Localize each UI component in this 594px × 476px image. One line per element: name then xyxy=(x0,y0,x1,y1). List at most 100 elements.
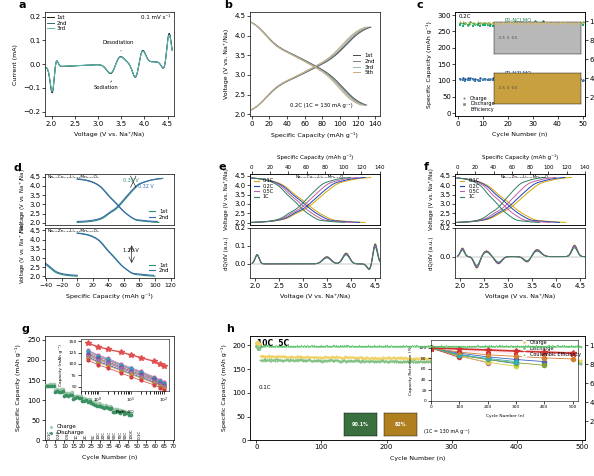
Point xyxy=(525,21,535,29)
Point xyxy=(419,355,428,362)
Point xyxy=(544,357,554,364)
Point xyxy=(291,353,301,360)
Point xyxy=(343,357,353,364)
Charge xyxy=(83,395,93,403)
Point xyxy=(492,342,501,350)
Point xyxy=(533,19,542,26)
Point xyxy=(290,353,299,360)
Point xyxy=(282,342,292,349)
Point xyxy=(576,360,586,367)
Point xyxy=(460,19,470,27)
Point xyxy=(563,342,572,349)
Point xyxy=(456,76,465,83)
Text: Na₀.₆Cu₀.₂₂Li₀.₁₁Mn₀.₆₇O₂: Na₀.₆Cu₀.₂₂Li₀.₁₁Mn₀.₆₇O₂ xyxy=(47,175,99,179)
Charge xyxy=(47,380,56,387)
Point xyxy=(427,354,437,362)
Point xyxy=(552,360,562,368)
Charge xyxy=(42,381,51,388)
Point xyxy=(519,357,529,364)
Point xyxy=(336,353,345,360)
Point xyxy=(273,342,283,350)
Point xyxy=(493,21,503,29)
Charge xyxy=(78,396,87,403)
Point xyxy=(548,359,557,367)
Point xyxy=(411,342,421,349)
Point xyxy=(295,342,304,350)
Point xyxy=(456,355,466,363)
Point xyxy=(397,358,407,366)
Point xyxy=(279,342,288,349)
Point xyxy=(289,356,298,364)
Point xyxy=(387,357,397,364)
2nd xyxy=(115,259,122,265)
Point xyxy=(391,342,400,350)
Point xyxy=(476,342,485,350)
Point xyxy=(269,352,279,360)
Point xyxy=(481,76,490,83)
Point xyxy=(431,354,441,362)
Point xyxy=(554,359,564,367)
Point xyxy=(252,343,262,351)
Point xyxy=(397,354,407,362)
Point xyxy=(460,343,469,350)
Point xyxy=(384,342,393,349)
Point xyxy=(518,76,527,83)
Point xyxy=(530,359,539,367)
Point xyxy=(523,75,532,82)
Point xyxy=(340,342,349,350)
Point xyxy=(532,342,542,349)
Point xyxy=(324,357,334,365)
Point xyxy=(264,342,273,349)
Point xyxy=(517,342,527,350)
Point xyxy=(473,18,482,25)
Point xyxy=(570,358,579,366)
Point xyxy=(381,354,390,362)
Point xyxy=(570,20,580,27)
Point xyxy=(390,357,399,365)
Point xyxy=(537,356,546,363)
Point xyxy=(345,342,355,349)
Discharge xyxy=(134,385,143,393)
Point xyxy=(391,354,400,362)
Point xyxy=(308,357,317,365)
Legend: 1st, 2nd, 3rd, 5th: 1st, 2nd, 3rd, 5th xyxy=(351,50,377,78)
Y-axis label: Voltage (V vs. Na⁺/Na): Voltage (V vs. Na⁺/Na) xyxy=(429,169,434,230)
Point xyxy=(465,356,475,363)
Point xyxy=(393,354,403,361)
Point xyxy=(287,342,297,350)
Point xyxy=(378,354,387,361)
Point xyxy=(511,359,520,367)
Point xyxy=(254,346,264,353)
Point xyxy=(421,342,431,350)
Point xyxy=(267,353,276,361)
Point xyxy=(466,342,476,349)
Point xyxy=(525,356,535,363)
Point xyxy=(504,356,513,363)
Point xyxy=(498,75,507,82)
Legend: 0.1C, 0.2C, 0.5C, 1C: 0.1C, 0.2C, 0.5C, 1C xyxy=(252,176,276,201)
Point xyxy=(492,342,502,350)
Point xyxy=(345,357,355,364)
Point xyxy=(314,357,323,364)
Point xyxy=(279,352,289,360)
Charge xyxy=(71,392,80,400)
X-axis label: Voltage (V vs. Na⁺/Na): Voltage (V vs. Na⁺/Na) xyxy=(485,294,555,299)
Point xyxy=(362,342,371,350)
Point xyxy=(554,342,564,349)
Point xyxy=(287,353,297,360)
Point xyxy=(402,354,411,362)
Point xyxy=(281,353,290,360)
Point xyxy=(571,359,580,367)
2nd xyxy=(169,48,176,53)
Point xyxy=(530,357,539,364)
Point xyxy=(361,357,371,365)
Point xyxy=(576,76,585,83)
Point xyxy=(435,342,445,349)
Point xyxy=(372,342,381,350)
Point xyxy=(525,20,535,27)
Point xyxy=(392,342,402,350)
Point xyxy=(289,342,299,350)
Point xyxy=(382,354,391,361)
Point xyxy=(403,354,413,362)
Point xyxy=(364,342,374,349)
